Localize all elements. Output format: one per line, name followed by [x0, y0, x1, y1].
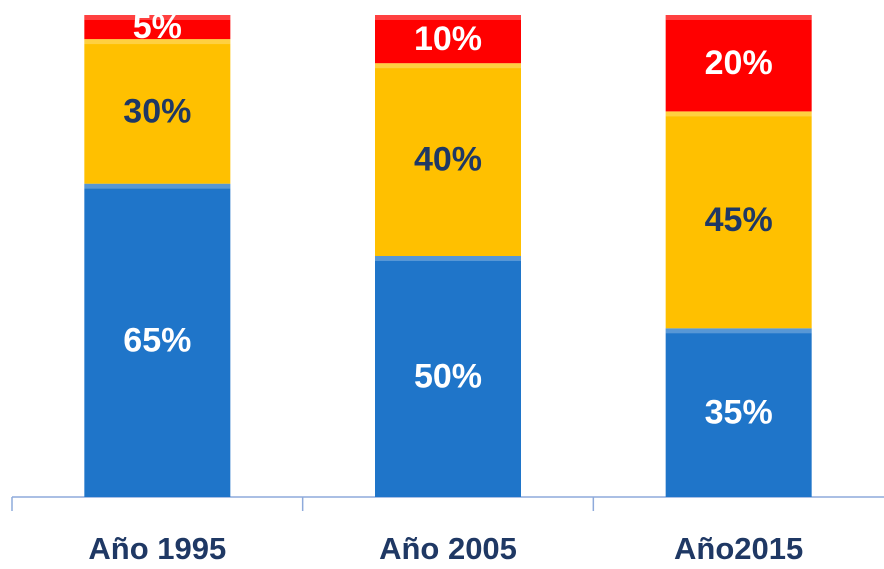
bar-segment	[375, 63, 521, 257]
data-label: 5%	[133, 8, 182, 46]
data-label: 65%	[123, 321, 191, 359]
data-label: 40%	[414, 141, 482, 179]
bar-segment	[84, 15, 231, 40]
bar-segment	[84, 183, 231, 497]
x-tick-label: Año 2005	[379, 531, 517, 566]
bar-bevel	[375, 256, 521, 261]
bar-bevel	[375, 15, 521, 20]
bar-segment	[375, 256, 521, 497]
data-label: 45%	[705, 201, 773, 239]
x-tick-label: Año2015	[674, 531, 803, 566]
bar-bevel	[665, 328, 812, 334]
bar-segment	[665, 328, 812, 497]
bar-bevel	[84, 39, 231, 45]
bar-segment	[665, 15, 812, 112]
bar-segment	[665, 111, 812, 329]
bar-bevel	[84, 15, 231, 20]
bar-bevel	[665, 15, 812, 20]
bar-bevel	[665, 111, 812, 117]
bar-bevel	[375, 63, 521, 69]
bar-bevel	[84, 183, 231, 189]
data-label: 35%	[705, 394, 773, 432]
bar-segment	[375, 15, 521, 64]
data-label: 30%	[123, 92, 191, 130]
bar-segment	[84, 39, 231, 184]
x-tick-label: Año 1995	[88, 531, 226, 566]
data-label: 10%	[414, 20, 482, 58]
data-label: 20%	[705, 44, 773, 82]
data-label: 50%	[414, 357, 482, 395]
